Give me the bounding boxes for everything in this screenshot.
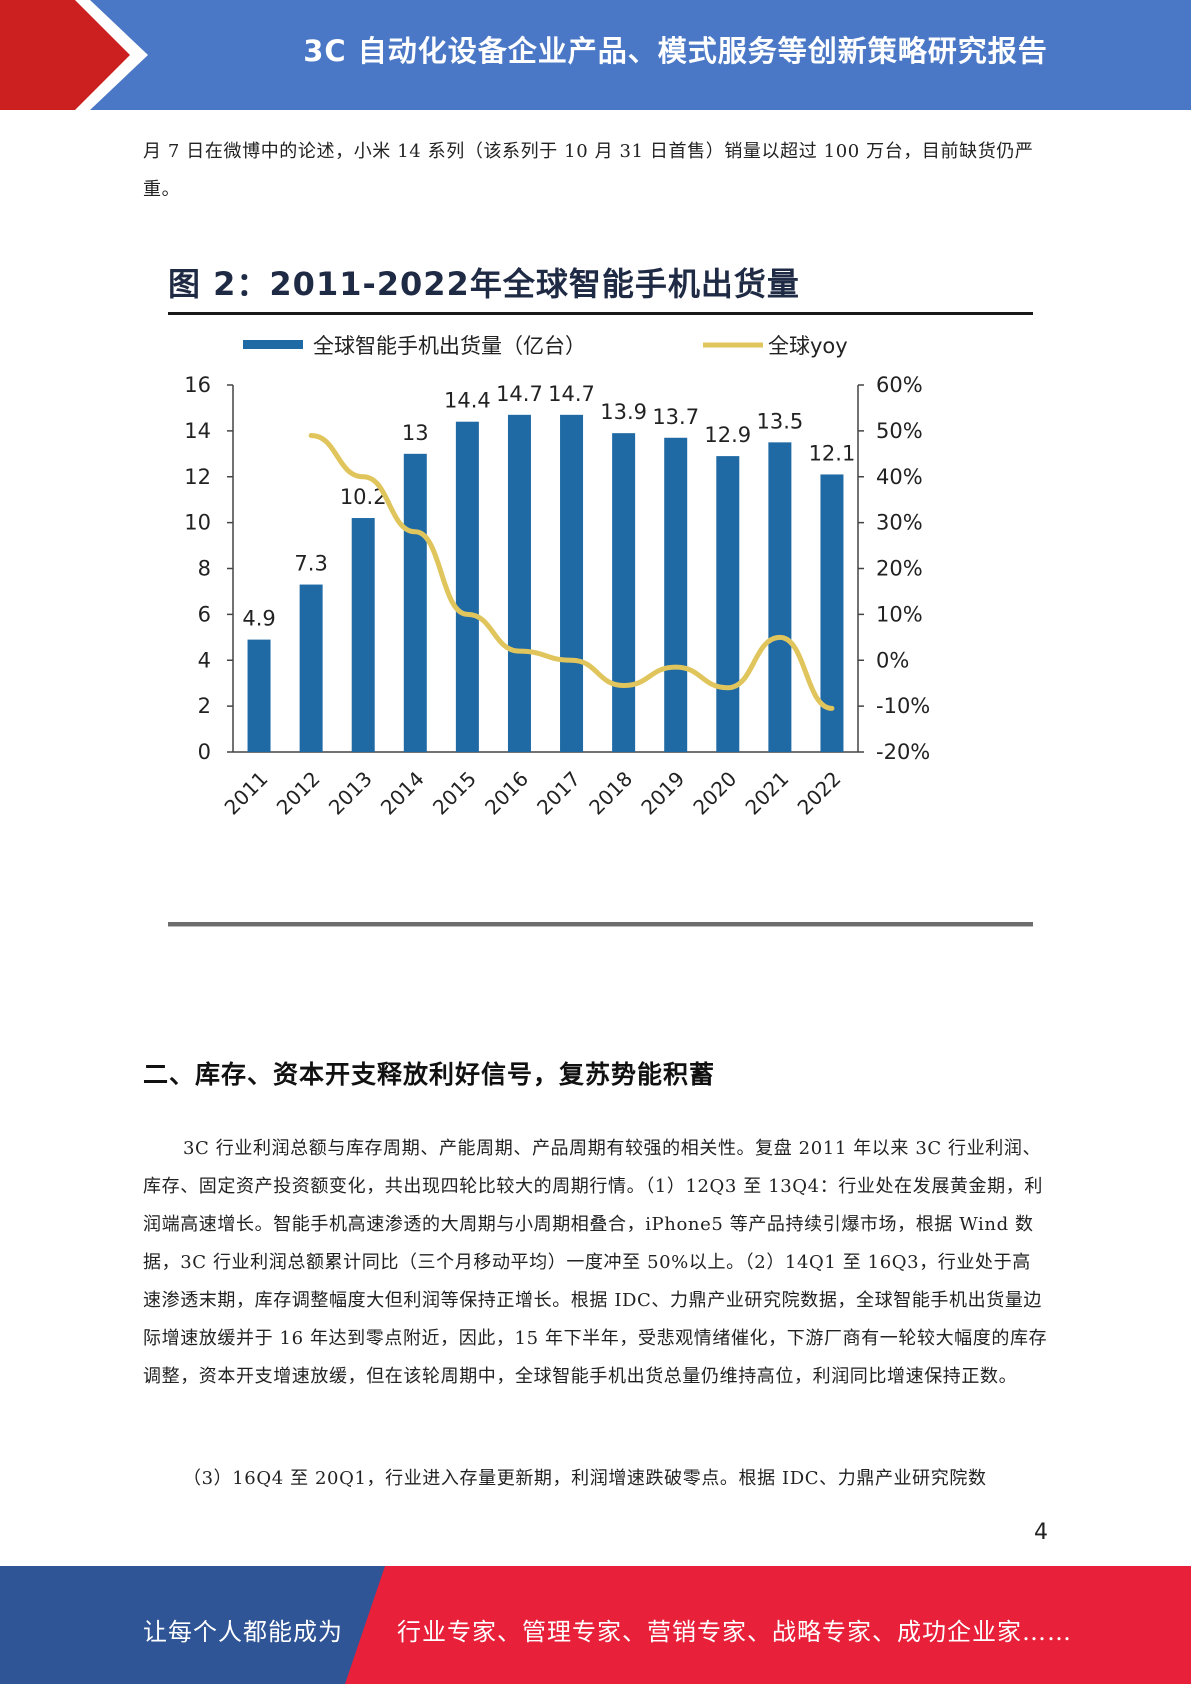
intro-paragraph: 月 7 日在微博中的论述，小米 14 系列（该系列于 10 月 31 日首售）销…: [143, 141, 1034, 200]
legend-bar-label: 全球智能手机出货量（亿台）: [313, 334, 586, 358]
x-tick-label: 2012: [272, 767, 325, 820]
y2-tick-label: 50%: [876, 419, 923, 443]
y-tick-label: 16: [184, 373, 211, 397]
legend-line-label: 全球yoy: [768, 334, 848, 358]
bar-2014: [403, 453, 427, 752]
y-tick-label: 2: [198, 694, 211, 718]
bar-2013: [351, 518, 375, 752]
y-tick-label: 14: [184, 419, 211, 443]
y2-tick-label: 30%: [876, 511, 923, 535]
footer-background: [0, 1566, 1191, 1684]
page-header-banner: 3C 自动化设备企业产品、模式服务等创新策略研究报告: [0, 0, 1191, 110]
bar-data-label: 4.9: [242, 607, 275, 631]
footer-roles: 行业专家、管理专家、营销专家、战略专家、成功企业家……: [397, 1618, 1072, 1646]
y2-tick-label: 60%: [876, 373, 923, 397]
bar-2022: [820, 474, 844, 752]
bar-2016: [507, 414, 531, 752]
y2-tick-label: 0%: [876, 648, 909, 672]
bar-2019: [664, 437, 688, 752]
body-paragraph-1: 3C 行业利润总额与库存周期、产能周期、产品周期有较强的相关性。复盘 2011 …: [143, 1138, 1048, 1387]
y2-tick-label: -20%: [876, 740, 930, 764]
header-chevron-shape: [0, 0, 148, 110]
bar-data-label: 13.7: [652, 405, 699, 429]
y2-tick-label: 40%: [876, 465, 923, 489]
bar-2020: [716, 456, 740, 752]
x-tick-label: 2016: [480, 767, 533, 820]
x-tick-label: 2021: [740, 767, 793, 820]
bar-2021: [768, 442, 792, 752]
bar-2018: [612, 433, 636, 752]
y2-tick-label: 10%: [876, 602, 923, 626]
footer-slogan: 让每个人都能成为: [143, 1618, 343, 1646]
body-paragraph-2: （3）16Q4 至 20Q1，行业进入存量更新期，利润增速跌破零点。根据 IDC…: [183, 1468, 987, 1489]
y-tick-label: 4: [198, 648, 211, 672]
figure-top-rule: [168, 312, 1033, 315]
figure-bottom-rule: [168, 922, 1033, 927]
bar-data-label: 13.9: [600, 400, 647, 424]
x-tick-label: 2020: [688, 767, 741, 820]
x-tick-label: 2019: [636, 767, 689, 820]
page-number: 4: [1034, 1520, 1048, 1545]
bar-2011: [247, 639, 271, 752]
bar-data-label: 14.7: [496, 382, 543, 406]
x-tick-label: 2014: [376, 767, 429, 820]
bar-2017: [560, 414, 584, 752]
bar-data-label: 14.7: [548, 382, 595, 406]
bar-data-label: 12.1: [809, 441, 856, 465]
y-tick-label: 12: [184, 465, 211, 489]
x-tick-label: 2017: [532, 767, 585, 820]
x-tick-label: 2013: [324, 767, 377, 820]
legend-bar-swatch: [243, 340, 303, 349]
bar-data-label: 7.3: [294, 552, 327, 576]
page-footer: 让每个人都能成为 行业专家、管理专家、营销专家、战略专家、成功企业家……: [0, 1566, 1191, 1684]
bar-data-label: 13.5: [756, 409, 803, 433]
y-tick-label: 8: [198, 557, 211, 581]
x-tick-label: 2015: [428, 767, 481, 820]
section-heading: 二、库存、资本开支释放利好信号，复苏势能积蓄: [143, 1060, 716, 1089]
bar-data-label: 13: [402, 421, 429, 445]
bar-data-label: 12.9: [704, 423, 751, 447]
x-tick-label: 2018: [584, 767, 637, 820]
bar-2012: [299, 584, 323, 752]
y-tick-label: 0: [198, 740, 211, 764]
x-tick-label: 2011: [220, 767, 273, 820]
y-tick-label: 6: [198, 602, 211, 626]
x-tick-label: 2022: [793, 767, 846, 820]
bar-2015: [455, 421, 479, 752]
figure-container: 图 2：2011-2022年全球智能手机出货量 全球智能手机出货量（亿台） 全球y…: [143, 245, 1048, 930]
y-tick-label: 10: [184, 511, 211, 535]
bar-data-label: 14.4: [444, 389, 491, 413]
report-title: 3C 自动化设备企业产品、模式服务等创新策略研究报告: [303, 34, 1048, 68]
smartphone-shipments-chart: 全球智能手机出货量（亿台） 全球yoy 0 2 4 6 8 10 12 14 16 -20% -10% 0…: [184, 334, 930, 820]
y2-tick-label: 20%: [876, 557, 923, 581]
figure-title: 图 2：2011-2022年全球智能手机出货量: [168, 265, 800, 303]
y2-tick-label: -10%: [876, 694, 930, 718]
